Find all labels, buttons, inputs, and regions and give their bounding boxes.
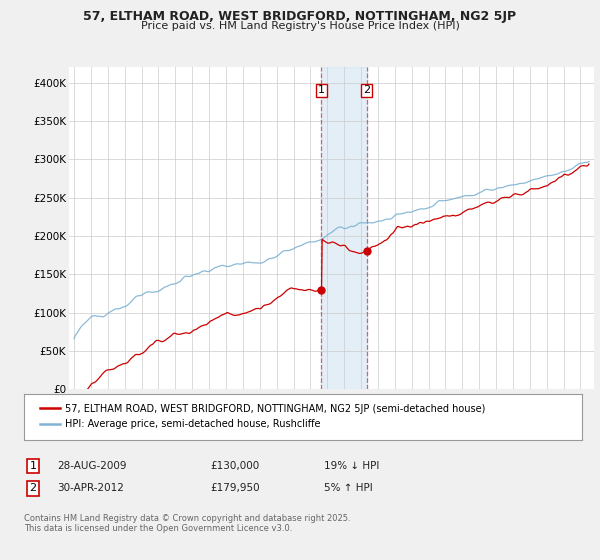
Text: 1: 1 xyxy=(29,461,37,471)
Text: 30-APR-2012: 30-APR-2012 xyxy=(57,483,124,493)
Text: 5% ↑ HPI: 5% ↑ HPI xyxy=(324,483,373,493)
Text: 1: 1 xyxy=(318,85,325,95)
Text: 2: 2 xyxy=(363,85,370,95)
Text: 19% ↓ HPI: 19% ↓ HPI xyxy=(324,461,379,471)
Text: £130,000: £130,000 xyxy=(210,461,259,471)
Text: Price paid vs. HM Land Registry's House Price Index (HPI): Price paid vs. HM Land Registry's House … xyxy=(140,21,460,31)
Text: £179,950: £179,950 xyxy=(210,483,260,493)
Legend: 57, ELTHAM ROAD, WEST BRIDGFORD, NOTTINGHAM, NG2 5JP (semi-detached house), HPI:: 57, ELTHAM ROAD, WEST BRIDGFORD, NOTTING… xyxy=(34,398,491,435)
Text: 28-AUG-2009: 28-AUG-2009 xyxy=(57,461,127,471)
Text: 57, ELTHAM ROAD, WEST BRIDGFORD, NOTTINGHAM, NG2 5JP: 57, ELTHAM ROAD, WEST BRIDGFORD, NOTTING… xyxy=(83,10,517,23)
Text: 2: 2 xyxy=(29,483,37,493)
Bar xyxy=(322,67,367,389)
Text: Contains HM Land Registry data © Crown copyright and database right 2025.
This d: Contains HM Land Registry data © Crown c… xyxy=(24,514,350,534)
